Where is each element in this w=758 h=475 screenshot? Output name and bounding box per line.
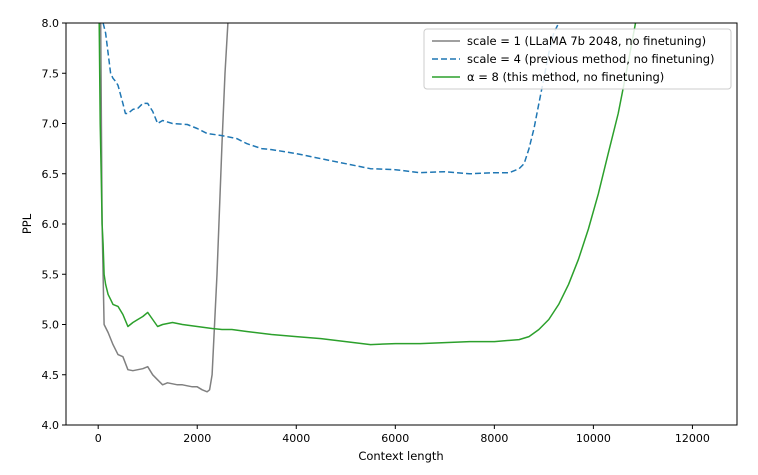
y-tick-label: 7.5 bbox=[42, 67, 60, 80]
x-tick-label: 8000 bbox=[480, 432, 508, 445]
y-axis-label: PPL bbox=[20, 213, 34, 234]
legend-label-3: α = 8 (this method, no finetuning) bbox=[467, 70, 664, 84]
x-axis-label: Context length bbox=[358, 449, 443, 463]
plot-series-area bbox=[98, 23, 637, 393]
y-tick-label: 7.0 bbox=[42, 118, 60, 131]
x-tick-label: 0 bbox=[95, 432, 102, 445]
x-tick-label: 12000 bbox=[675, 432, 710, 445]
y-tick-label: 4.0 bbox=[42, 419, 60, 432]
y-tick-label: 8.0 bbox=[42, 17, 60, 30]
y-tick-label: 4.5 bbox=[42, 369, 60, 382]
series-line-2 bbox=[102, 23, 560, 175]
y-tick-label: 5.5 bbox=[42, 268, 60, 281]
x-tick-label: 2000 bbox=[183, 432, 211, 445]
legend-label-2: scale = 4 (previous method, no finetunin… bbox=[467, 52, 715, 66]
x-tick-label: 6000 bbox=[381, 432, 409, 445]
legend-label-1: scale = 1 (LLaMA 7b 2048, no finetuning) bbox=[467, 34, 706, 48]
y-tick-label: 5.0 bbox=[42, 319, 60, 332]
legend: scale = 1 (LLaMA 7b 2048, no finetuning)… bbox=[423, 28, 732, 90]
x-axis: 0 2000 4000 6000 8000 10000 12000 bbox=[95, 425, 710, 445]
legend-box bbox=[423, 28, 732, 90]
series-line-3 bbox=[98, 23, 637, 346]
y-tick-label: 6.5 bbox=[42, 168, 60, 181]
y-axis: 4.0 4.5 5.0 5.5 6.0 6.5 7.0 7.5 8.0 bbox=[42, 17, 66, 432]
y-tick-label: 6.0 bbox=[42, 218, 60, 231]
x-tick-label: 4000 bbox=[282, 432, 310, 445]
series-line-1 bbox=[99, 23, 229, 393]
x-tick-label: 10000 bbox=[576, 432, 611, 445]
